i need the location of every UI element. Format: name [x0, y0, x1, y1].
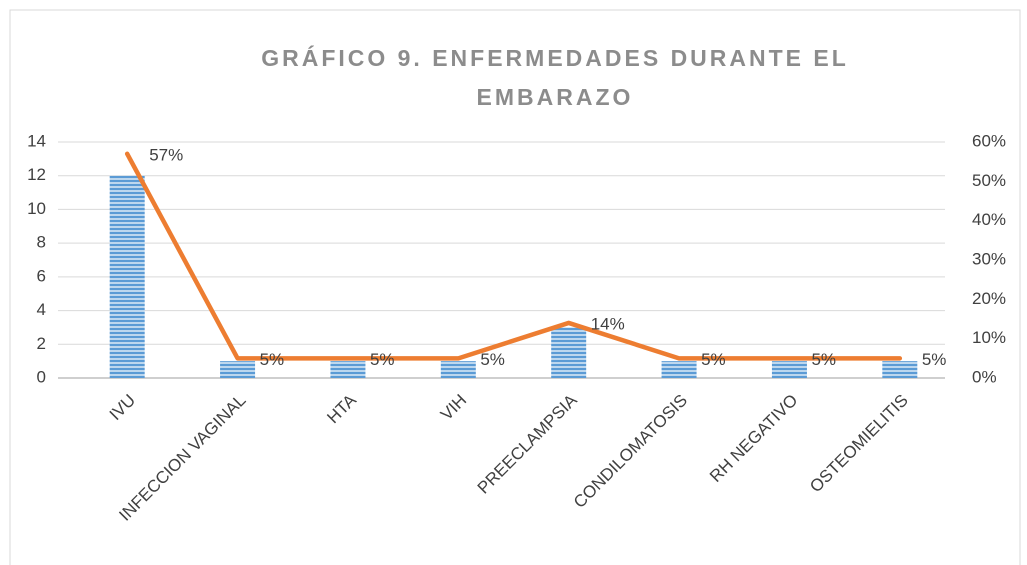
bar	[330, 361, 366, 378]
y-tick-label: 6	[37, 266, 46, 285]
data-label: 14%	[591, 314, 625, 333]
data-label: 5%	[480, 350, 505, 369]
x-tick-label: OSTEOMIELITIS	[806, 391, 912, 497]
x-tick-label: RH NEGATIVO	[706, 391, 801, 486]
y-tick-label: 2	[37, 334, 46, 353]
line	[124, 151, 903, 361]
x-tick-label: CONDILOMATOSIS	[570, 391, 691, 512]
y2-tick-label: 10%	[972, 328, 1006, 347]
x-tick-label: INFECCION VAGINAL	[115, 391, 249, 525]
y-tick-label: 4	[37, 300, 46, 319]
bar	[220, 361, 256, 378]
chart-title: EMBARAZO	[477, 84, 634, 110]
y2-tick-label: 60%	[972, 131, 1006, 150]
bar	[661, 361, 697, 378]
data-label: 5%	[370, 350, 395, 369]
bar	[440, 361, 476, 378]
x-tick-label: VIH	[437, 391, 470, 424]
y2-tick-label: 20%	[972, 289, 1006, 308]
chart-title: GRÁFICO 9. ENFERMEDADES DURANTE EL	[261, 44, 849, 71]
y-tick-label: 10	[27, 199, 46, 218]
data-label: 5%	[260, 350, 285, 369]
x-tick-label: HTA	[323, 390, 360, 427]
y2-tick-label: 40%	[972, 210, 1006, 229]
data-label: 5%	[701, 350, 726, 369]
y2-tick-label: 0%	[972, 367, 997, 386]
chart-frame	[9, 9, 1021, 565]
x-tick-label: IVU	[106, 391, 139, 424]
bar	[882, 361, 918, 378]
y-tick-label: 12	[27, 165, 46, 184]
y-tick-label: 0	[37, 367, 46, 386]
y-tick-label: 14	[27, 131, 46, 150]
bar	[109, 175, 145, 378]
x-tick-label: PREECLAMPSIA	[474, 390, 581, 497]
bar	[771, 361, 807, 378]
data-label: 5%	[922, 350, 947, 369]
data-label: 5%	[811, 350, 836, 369]
data-label: 57%	[149, 145, 183, 164]
bar	[551, 327, 587, 378]
y-tick-label: 8	[37, 233, 46, 252]
y2-tick-label: 30%	[972, 249, 1006, 268]
y2-tick-label: 50%	[972, 171, 1006, 190]
